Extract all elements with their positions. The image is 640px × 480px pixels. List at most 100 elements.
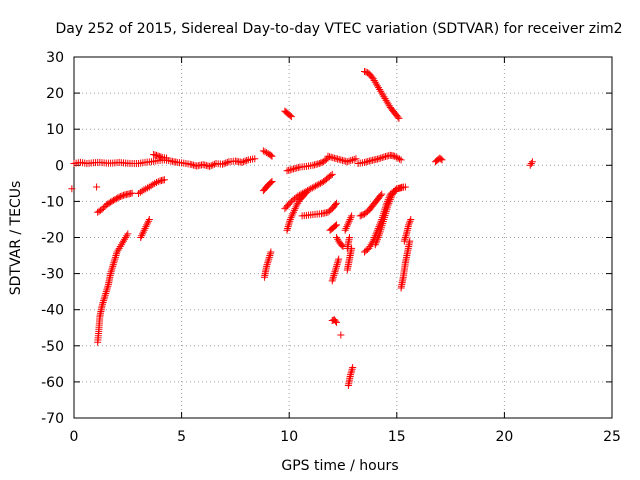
data-point [284, 224, 292, 232]
data-point [401, 235, 409, 243]
data-point [107, 270, 115, 278]
data-point [110, 257, 118, 265]
data-point [117, 192, 125, 200]
data-point [241, 157, 249, 165]
data-point [264, 259, 272, 267]
data-point [218, 160, 226, 168]
data-point [108, 264, 116, 272]
y-tick-label: 20 [46, 86, 64, 102]
chart-title: Day 252 of 2015, Sidereal Day-to-day VTE… [56, 21, 623, 37]
y-tick-label: -10 [41, 194, 64, 210]
data-point [315, 180, 323, 188]
data-point [405, 219, 413, 227]
data-point [98, 302, 106, 310]
data-point [102, 289, 110, 297]
x-tick-label: 15 [388, 429, 406, 445]
data-point [331, 317, 339, 325]
data-point [402, 232, 410, 240]
data-point [293, 201, 301, 209]
data-point [376, 85, 384, 93]
data-point [347, 369, 355, 377]
data-point [381, 95, 389, 103]
data-point [358, 211, 366, 219]
x-tick-labels: 0 5 10 15 20 25 [70, 429, 621, 445]
data-point [140, 226, 148, 234]
data-point [379, 91, 387, 99]
data-point [160, 176, 168, 184]
data-point [394, 113, 402, 121]
data-point [334, 259, 342, 267]
data-point [371, 78, 379, 86]
data-point [286, 215, 294, 223]
y-tick-label: 0 [55, 158, 64, 174]
data-point [110, 259, 118, 267]
data-point [407, 215, 415, 223]
data-point [361, 67, 369, 75]
data-point [374, 234, 382, 241]
data-point [108, 197, 116, 205]
x-tick-label: 25 [603, 429, 621, 445]
data-point [345, 217, 353, 225]
data-point [100, 297, 108, 305]
data-point [315, 159, 323, 167]
data-point [405, 221, 413, 229]
data-point [295, 191, 303, 199]
data-point [343, 223, 351, 231]
data-point [382, 96, 390, 104]
data-point [286, 217, 294, 225]
data-point [337, 331, 345, 339]
data-point [347, 214, 355, 222]
data-point [287, 113, 295, 121]
data-point [312, 182, 320, 190]
data-point [145, 183, 153, 191]
data-point [399, 183, 407, 191]
data-point [102, 288, 110, 296]
data-point [331, 266, 339, 274]
data-point [152, 179, 160, 187]
data-point [372, 239, 380, 247]
data-point [310, 183, 318, 191]
data-point [107, 268, 115, 276]
data-point [259, 147, 267, 155]
data-point [331, 268, 339, 276]
data-point [209, 161, 217, 169]
data-point [373, 155, 381, 163]
data-point [124, 230, 132, 238]
data-point [387, 194, 395, 202]
data-point [347, 371, 355, 379]
data-point [377, 87, 385, 95]
data-point [115, 244, 123, 252]
data-point [333, 234, 341, 241]
data-point [362, 68, 370, 76]
data-point [149, 181, 157, 189]
data-point [116, 243, 124, 251]
data-point [285, 219, 293, 227]
data-point [305, 186, 313, 194]
axis-ticks [73, 56, 613, 419]
data-point [333, 262, 341, 270]
data-point [267, 248, 275, 256]
data-point [268, 152, 276, 160]
data-point [333, 318, 341, 326]
data-point [332, 264, 340, 272]
data-point [108, 266, 116, 274]
y-tick-labels: -70 -60 -50 -40 -30 -20 -10 0 10 20 30 [41, 50, 64, 427]
data-point [141, 224, 149, 232]
data-point [526, 161, 534, 169]
data-point [99, 204, 107, 212]
data-point [268, 178, 276, 186]
data-point [206, 162, 214, 170]
data-point [329, 273, 337, 281]
data-point [386, 196, 394, 204]
data-point [318, 158, 326, 166]
data-point [300, 188, 308, 196]
data-point [223, 158, 231, 166]
data-point [345, 234, 353, 241]
data-point [294, 199, 302, 207]
data-point [121, 235, 129, 243]
data-point [286, 112, 294, 120]
data-point [377, 154, 385, 162]
data-point [118, 192, 126, 200]
y-tick-label: -20 [41, 231, 64, 247]
data-point [100, 295, 108, 303]
